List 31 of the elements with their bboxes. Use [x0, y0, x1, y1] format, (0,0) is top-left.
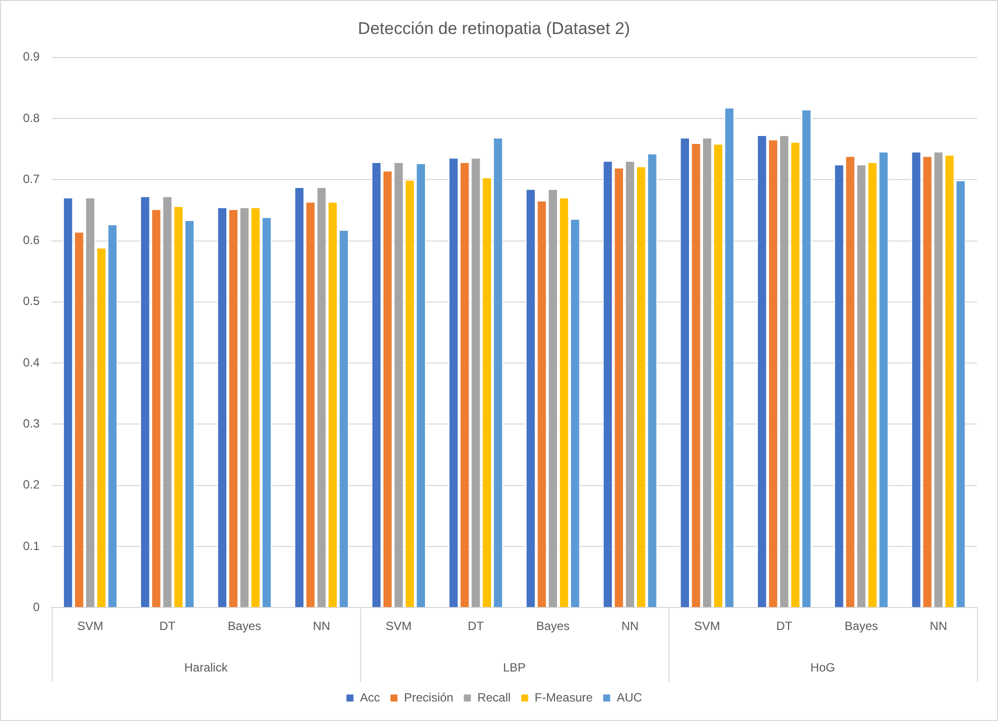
- x-tick-label: DT: [776, 619, 793, 634]
- y-tick-label: 0.2: [22, 478, 40, 492]
- legend-label: Acc: [360, 690, 380, 704]
- y-tick-label: 0.4: [22, 355, 40, 370]
- legend-label: Recall: [477, 690, 511, 704]
- x-tick-label: Bayes: [536, 619, 570, 634]
- legend-label: Precisión: [404, 690, 454, 704]
- y-tick-label: 0.1: [22, 538, 40, 553]
- x-tick-label: SVM: [694, 619, 720, 634]
- text: LBP: [502, 660, 526, 674]
- chart-title: Detección de retinopatia (Dataset 2): [358, 18, 630, 38]
- y-tick-label: 0.9: [22, 50, 40, 64]
- y-tick-label: 0.7: [22, 172, 40, 186]
- text: Haralick: [184, 660, 229, 674]
- x-tick-label: SVM: [77, 619, 104, 634]
- x-tick-label: NN: [930, 619, 948, 634]
- y-tick-label: 0.5: [22, 294, 40, 308]
- y-tick-label: 0.3: [22, 416, 40, 431]
- legend-label: F-Measure: [534, 690, 594, 704]
- x-tick-label: DT: [159, 619, 176, 634]
- y-tick-label: 0.6: [22, 233, 40, 248]
- legend-label: AUC: [616, 690, 642, 704]
- text: HoG: [810, 660, 836, 674]
- x-tick-label: NN: [621, 619, 639, 634]
- x-tick-label: Bayes: [844, 619, 878, 634]
- x-tick-label: SVM: [386, 619, 412, 634]
- y-tick-label: 0: [32, 600, 40, 614]
- x-tick-label: DT: [468, 619, 484, 634]
- x-tick-label: Bayes: [228, 619, 262, 634]
- y-tick-label: 0.8: [22, 110, 40, 125]
- x-tick-label: NN: [312, 619, 330, 634]
